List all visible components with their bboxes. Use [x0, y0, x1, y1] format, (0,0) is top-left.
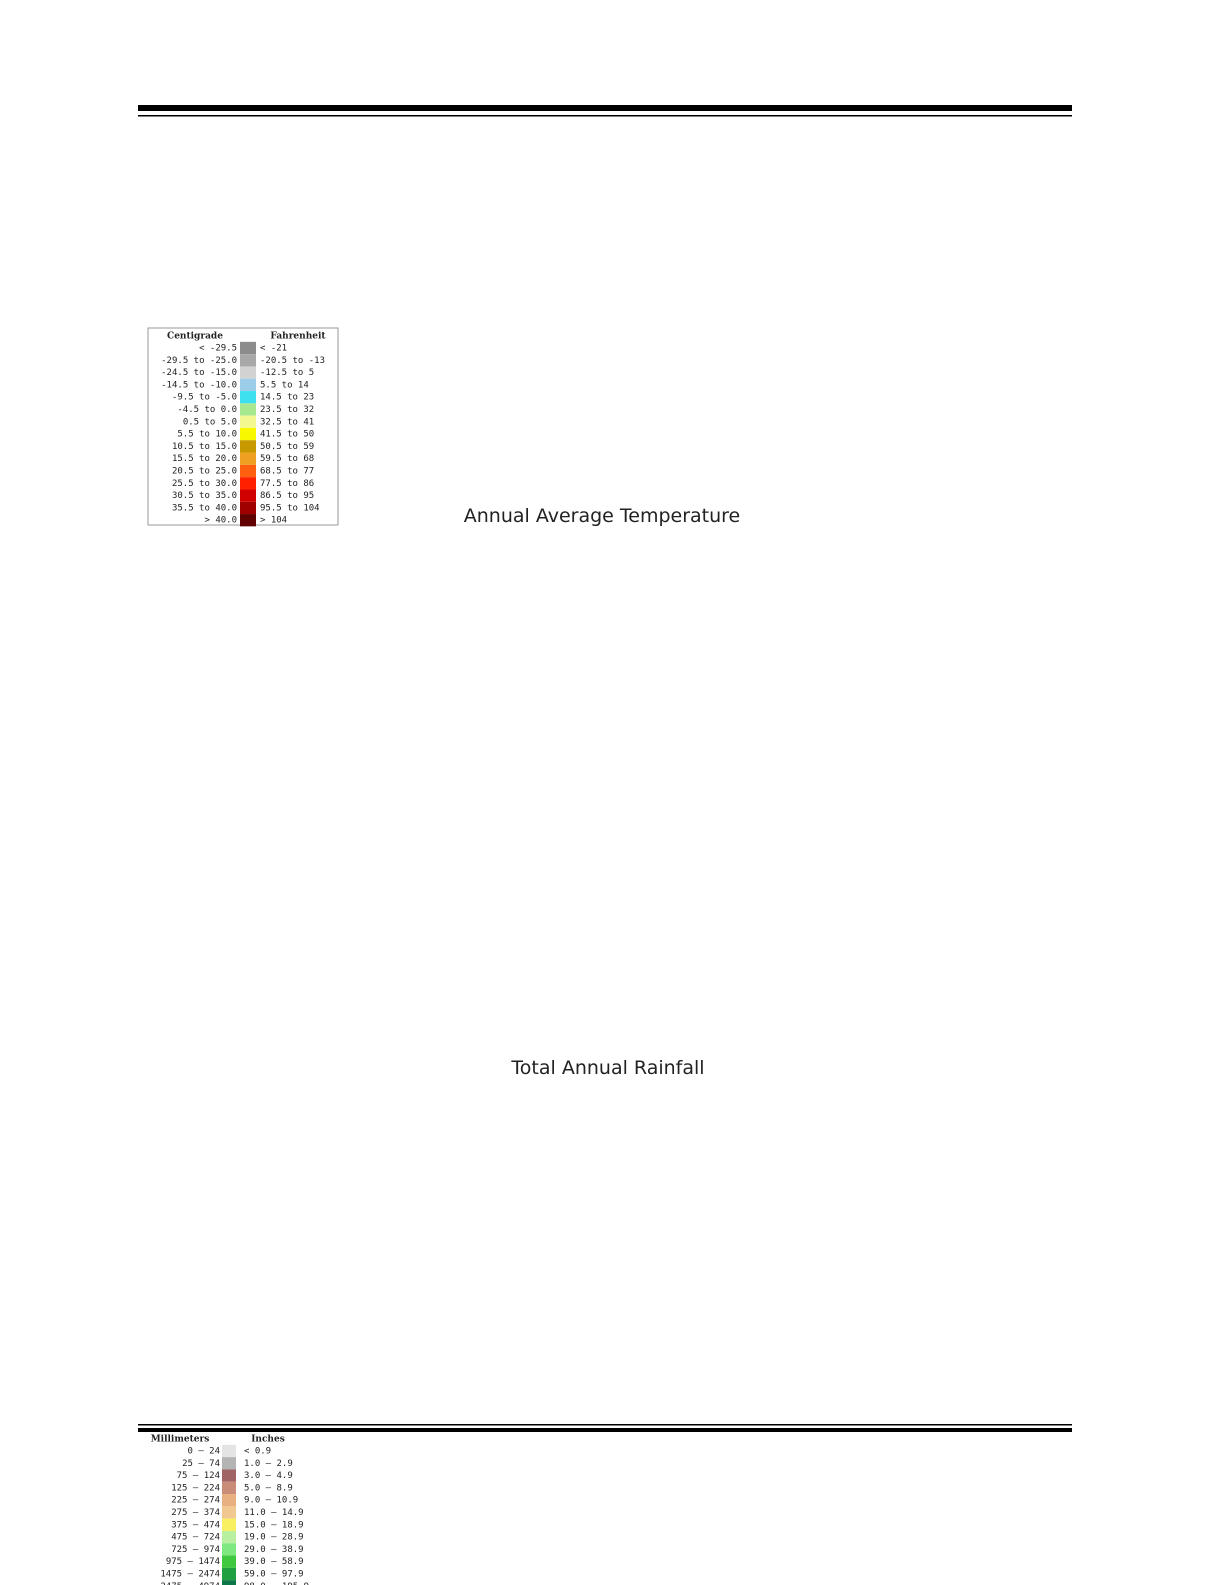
legend-metric: 125 – 224 — [171, 1483, 220, 1493]
legend-imperial: 19.0 – 28.9 — [244, 1533, 304, 1543]
legend-metric: 0 – 24 — [187, 1447, 220, 1457]
legend: Centigrade Fahrenheit < -29.5 < -21 -29.5 to… — [161, 332, 326, 527]
legend-swatch — [240, 341, 256, 355]
legend-metric: 2475 – 4974 — [160, 1582, 220, 1585]
legend-metric: 25.5 to 30.0 — [172, 479, 237, 489]
legend-imperial: 68.5 to 77 — [260, 467, 314, 477]
legend-metric: 30.5 to 35.0 — [172, 491, 237, 501]
legend-imperial: 3.0 – 4.9 — [244, 1471, 293, 1481]
legend-swatch — [222, 1469, 236, 1482]
map-title: Annual Average Temperature — [464, 505, 741, 527]
legend-imperial: 32.5 to 41 — [260, 417, 314, 427]
legend-swatch — [222, 1530, 236, 1544]
legend: Millimeters Inches 0 – 24 < 0.9 25 – 74 1.0 –… — [151, 1435, 309, 1585]
bottom-rule-thin — [138, 1424, 1072, 1426]
legend-swatch — [222, 1543, 236, 1556]
legend-header: Millimeters — [151, 1435, 210, 1445]
legend-imperial: 98.0 – 195.9 — [244, 1582, 309, 1585]
legend-metric: 35.5 to 40.0 — [172, 503, 237, 513]
legend-metric: 475 – 724 — [171, 1533, 220, 1543]
legend-imperial: > 104 — [260, 516, 287, 526]
legend-metric: 25 – 74 — [182, 1459, 220, 1469]
legend-imperial: -12.5 to 5 — [260, 368, 314, 378]
legend-swatch — [240, 440, 256, 453]
legend-imperial: 5.5 to 14 — [260, 380, 309, 390]
legend-metric: 15.5 to 20.0 — [172, 454, 237, 464]
legend-metric: 5.5 to 10.0 — [177, 430, 237, 440]
legend-swatch — [222, 1555, 236, 1568]
rainfall-map: Millimeters Inches 0 – 24 < 0.9 25 – 74 1.0 –… — [145, 713, 1068, 1585]
legend-imperial: 9.0 – 10.9 — [244, 1496, 298, 1506]
top-rule-thin — [138, 115, 1072, 117]
legend-metric: 0.5 to 5.0 — [183, 417, 237, 427]
legend-swatch — [240, 378, 256, 392]
legend-metric: < -29.5 — [199, 344, 237, 354]
legend-metric: -9.5 to -5.0 — [172, 393, 237, 403]
legend-swatch — [240, 415, 256, 428]
legend-imperial: 77.5 to 86 — [260, 479, 314, 489]
legend-swatch — [240, 501, 256, 515]
legend-swatch — [240, 366, 256, 379]
legend-swatch — [240, 403, 256, 416]
legend-imperial: 41.5 to 50 — [260, 430, 314, 440]
legend-swatch — [222, 1457, 236, 1470]
legend-swatch — [240, 477, 256, 490]
legend-swatch — [222, 1506, 236, 1519]
legend-swatch — [222, 1494, 236, 1507]
legend-swatch — [240, 452, 256, 465]
legend-imperial: 39.0 – 58.9 — [244, 1557, 304, 1567]
legend-metric: -14.5 to -10.0 — [161, 380, 237, 390]
legend-metric: 975 – 1474 — [166, 1557, 220, 1567]
legend-imperial: 11.0 – 14.9 — [244, 1508, 304, 1518]
legend-swatch — [222, 1481, 236, 1495]
legend-metric: > 40.0 — [204, 516, 237, 526]
legend-header: Fahrenheit — [270, 332, 326, 342]
legend-header: Centigrade — [167, 332, 223, 342]
legend-imperial: 29.0 – 38.9 — [244, 1545, 304, 1555]
legend-metric: 375 – 474 — [171, 1520, 220, 1530]
legend-metric: -29.5 to -25.0 — [161, 356, 237, 366]
legend-metric: 1475 – 2474 — [160, 1570, 220, 1580]
legend-metric: -4.5 to 0.0 — [177, 405, 237, 415]
legend-metric: 20.5 to 25.0 — [172, 467, 237, 477]
legend-metric: 275 – 374 — [171, 1508, 220, 1518]
map-title: Total Annual Rainfall — [510, 1057, 704, 1079]
legend-imperial: < 0.9 — [244, 1447, 271, 1457]
legend-imperial: 86.5 to 95 — [260, 491, 314, 501]
legend-swatch — [240, 391, 256, 404]
legend-imperial: 14.5 to 23 — [260, 393, 314, 403]
legend-swatch — [222, 1567, 236, 1581]
legend-metric: 725 – 974 — [171, 1545, 220, 1555]
top-rule — [138, 105, 1072, 111]
legend-swatch — [222, 1518, 236, 1531]
legend-swatch — [240, 489, 256, 502]
legend-metric: -24.5 to -15.0 — [161, 368, 237, 378]
legend-header: Inches — [251, 1435, 285, 1445]
temperature-map: Centigrade Fahrenheit < -29.5 < -21 -29.5 to… — [145, 160, 1068, 527]
legend-imperial: < -21 — [260, 344, 287, 354]
legend-swatch — [222, 1444, 236, 1458]
legend-swatch — [222, 1580, 236, 1585]
legend-imperial: 1.0 – 2.9 — [244, 1459, 293, 1469]
legend-swatch — [240, 427, 256, 441]
legend-imperial: 15.0 – 18.9 — [244, 1520, 304, 1530]
legend-metric: 225 – 274 — [171, 1496, 220, 1506]
legend-imperial: -20.5 to -13 — [260, 356, 325, 366]
legend-imperial: 23.5 to 32 — [260, 405, 314, 415]
legend-metric: 75 – 124 — [177, 1471, 220, 1481]
legend-swatch — [240, 354, 256, 367]
legend-box — [148, 885, 312, 1080]
legend-imperial: 95.5 to 104 — [260, 503, 320, 513]
legend-swatch — [240, 514, 256, 527]
legend-imperial: 5.0 – 8.9 — [244, 1483, 293, 1493]
legend-imperial: 59.0 – 97.9 — [244, 1570, 304, 1580]
legend-imperial: 59.5 to 68 — [260, 454, 314, 464]
bottom-rule — [138, 1428, 1072, 1432]
legend-metric: 10.5 to 15.0 — [172, 442, 237, 452]
legend-swatch — [240, 464, 256, 478]
legend-imperial: 50.5 to 59 — [260, 442, 314, 452]
